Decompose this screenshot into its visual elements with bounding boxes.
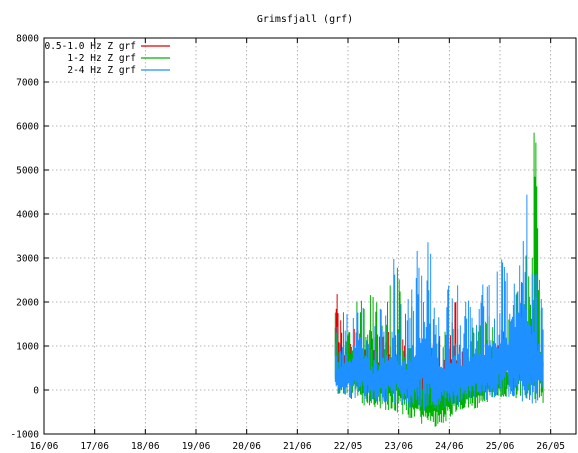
series-line xyxy=(334,194,544,412)
x-tick-label: 21/06 xyxy=(283,441,312,452)
y-tick-label: 8000 xyxy=(16,34,39,45)
legend-label: 2-4 Hz Z grf xyxy=(67,65,136,76)
series-layer xyxy=(334,132,544,427)
x-tick-label: 17/06 xyxy=(80,441,109,452)
y-tick-label: -1000 xyxy=(10,430,39,441)
y-tick-label: 1000 xyxy=(16,342,39,353)
y-tick-label: 4000 xyxy=(16,210,39,221)
grid-layer xyxy=(44,38,576,434)
y-tick-label: 5000 xyxy=(16,166,39,177)
y-tick-label: 2000 xyxy=(16,298,39,309)
plot-frame xyxy=(43,37,577,435)
x-tick-label: 23/06 xyxy=(384,441,413,452)
x-tick-label: 24/06 xyxy=(435,441,464,452)
legend-label: 1-2 Hz Z grf xyxy=(67,53,136,64)
y-tick-label: 7000 xyxy=(16,78,39,89)
y-tick-label: 3000 xyxy=(16,254,39,265)
x-tick-label: 20/06 xyxy=(232,441,261,452)
x-tick-label: 16/06 xyxy=(30,441,59,452)
y-tick-label: 0 xyxy=(33,386,39,397)
y-tick-label: 6000 xyxy=(16,122,39,133)
x-tick-label: 19/06 xyxy=(182,441,211,452)
x-tick-label: 26/05 xyxy=(536,441,565,452)
x-tick-label: 22/05 xyxy=(334,441,363,452)
x-tick-label: 25/06 xyxy=(486,441,515,452)
chart-title: Grimsfjall (grf) xyxy=(257,14,353,25)
axis-layer: -1000 0 1000 2000 3000 4000 5000 6000 7000 8000 16… xyxy=(10,34,576,452)
x-tick-label: 18/06 xyxy=(131,441,160,452)
legend-label: 0.5-1.0 Hz Z grf xyxy=(44,41,136,52)
